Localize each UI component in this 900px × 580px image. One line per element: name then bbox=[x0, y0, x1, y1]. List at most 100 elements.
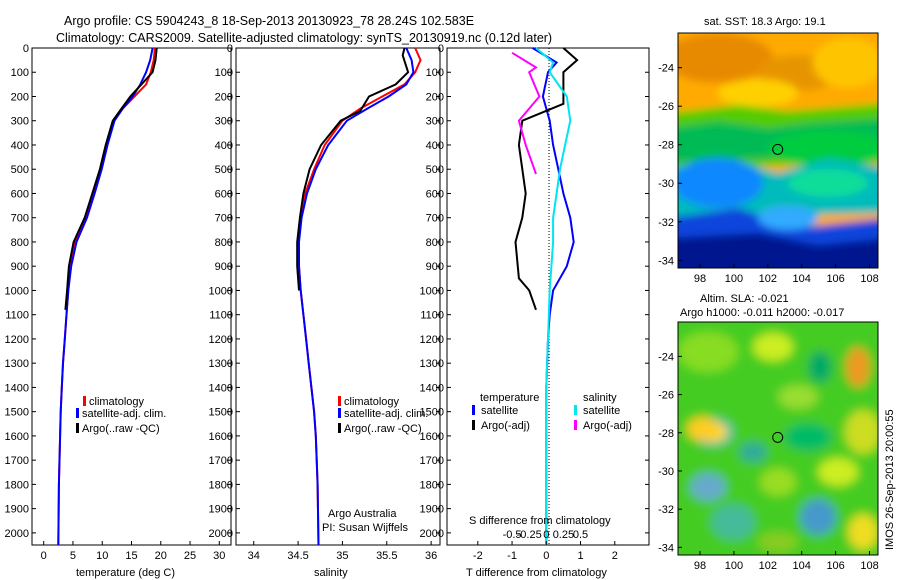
series-line-difference-1 bbox=[514, 47, 579, 311]
y-tick-label: 100 bbox=[426, 67, 444, 79]
y-tick-label: 1400 bbox=[5, 382, 29, 394]
y-tick-label: 1500 bbox=[420, 407, 444, 419]
y-tick-label: 200 bbox=[215, 91, 233, 103]
legend-label-t-argo: Argo(-adj) bbox=[481, 420, 530, 432]
top-x-tick-label: 0 bbox=[543, 529, 549, 541]
map-y-tick-label: -24 bbox=[658, 63, 674, 75]
salinity-axes-frame bbox=[235, 47, 441, 546]
legend-label-argo: Argo(..raw -QC) bbox=[82, 423, 160, 435]
legend-swatch-climatology bbox=[338, 396, 341, 406]
y-tick-label: 500 bbox=[426, 164, 444, 176]
y-tick-label: 1200 bbox=[5, 334, 29, 346]
x-tick-label: 0 bbox=[543, 550, 549, 562]
sla-map-title-line2: Argo h1000: -0.011 h2000: -0.017 bbox=[680, 307, 844, 319]
y-tick-label: 1000 bbox=[420, 285, 444, 297]
map-x-tick-label: 100 bbox=[725, 560, 743, 572]
x-tick-label: 34 bbox=[248, 550, 260, 562]
series-line-difference-3 bbox=[511, 51, 541, 175]
map-y-tick-label: -32 bbox=[658, 504, 674, 516]
sla-map-frame bbox=[677, 321, 879, 556]
temperature-panel: 0 100 200 300 400 500 600 700 800 900 1000 1100 1200… bbox=[5, 43, 232, 579]
top-x-tick-label: 0.25 bbox=[553, 529, 574, 541]
map-y-tick-label: -26 bbox=[658, 390, 674, 402]
series-line-salinity-1 bbox=[298, 47, 415, 546]
y-tick-label: 900 bbox=[426, 261, 444, 273]
y-tick-label: 800 bbox=[11, 237, 29, 249]
sst-map-frame bbox=[677, 32, 879, 269]
sla-map-image bbox=[678, 322, 878, 555]
legend-title-salinity: salinity bbox=[583, 392, 617, 404]
series-line-difference-0 bbox=[532, 47, 575, 545]
map-y-tick-label: -26 bbox=[658, 101, 674, 113]
map-y-tick-label: -24 bbox=[658, 351, 674, 363]
y-tick-label: 1900 bbox=[209, 504, 233, 516]
legend-label-climatology: climatology bbox=[89, 396, 145, 408]
map-x-tick-label: 106 bbox=[826, 273, 844, 285]
y-tick-label: 1200 bbox=[209, 334, 233, 346]
temperature-legend: climatology satellite-adj. clim. Argo(..… bbox=[76, 396, 166, 435]
legend-label-t-satellite: satellite bbox=[481, 405, 518, 417]
sla-map-panel: Altim. SLA: -0.021 Argo h1000: -0.011 h2… bbox=[658, 293, 879, 572]
x-tick-label: 34.5 bbox=[287, 550, 308, 562]
y-tick-label: 600 bbox=[11, 188, 29, 200]
legend-swatch-t-argo bbox=[472, 420, 475, 430]
series-line-difference-2 bbox=[535, 47, 572, 545]
series-line-temperature-0 bbox=[57, 47, 156, 546]
y-tick-label: 1600 bbox=[209, 431, 233, 443]
legend-label-s-satellite: satellite bbox=[583, 405, 620, 417]
y-tick-label: 400 bbox=[426, 140, 444, 152]
y-tick-label: 900 bbox=[11, 261, 29, 273]
sst-map-image bbox=[678, 33, 878, 268]
y-tick-label: 1800 bbox=[209, 479, 233, 491]
y-tick-label: 0 bbox=[23, 43, 29, 55]
legend-swatch-climatology bbox=[83, 396, 86, 406]
map-x-tick-label: 102 bbox=[759, 273, 777, 285]
y-tick-label: 400 bbox=[11, 140, 29, 152]
credit-line2: PI: Susan Wijffels bbox=[322, 522, 408, 534]
x-tick-label: 36 bbox=[425, 550, 437, 562]
y-tick-label: 0 bbox=[438, 43, 444, 55]
x-tick-label: 2 bbox=[612, 550, 618, 562]
y-tick-label: 1700 bbox=[209, 455, 233, 467]
y-tick-label: 1900 bbox=[5, 504, 29, 516]
y-tick-label: 300 bbox=[215, 116, 233, 128]
sst-map-panel: sat. SST: 18.3 Argo: 19.1 bbox=[658, 16, 879, 285]
y-tick-label: 1500 bbox=[209, 407, 233, 419]
y-tick-label: 1400 bbox=[209, 382, 233, 394]
y-tick-label: 1000 bbox=[209, 285, 233, 297]
y-tick-label: 700 bbox=[426, 213, 444, 225]
y-tick-label: 1100 bbox=[209, 310, 233, 322]
figure-title-line1: Argo profile: CS 5904243_8 18-Sep-2013 2… bbox=[64, 14, 474, 28]
y-tick-label: 1500 bbox=[5, 407, 29, 419]
difference-axes-frame bbox=[446, 47, 650, 546]
y-tick-label: 700 bbox=[11, 213, 29, 225]
figure-title-line2: Climatology: CARS2009. Satellite-adjuste… bbox=[56, 31, 552, 45]
timestamp-credit: IMOS 26-Sep-2013 20:00:55 bbox=[884, 409, 896, 550]
map-x-tick-label: 100 bbox=[725, 273, 743, 285]
top-x-tick-label: 0.5 bbox=[573, 529, 588, 541]
y-tick-label: 1300 bbox=[209, 358, 233, 370]
top-x-tick-label: -0.25 bbox=[517, 529, 542, 541]
y-tick-label: 300 bbox=[11, 116, 29, 128]
legend-label-satellite: satellite-adj. clim. bbox=[344, 408, 428, 420]
map-y-tick-label: -34 bbox=[658, 255, 674, 267]
y-tick-label: 2000 bbox=[5, 528, 29, 540]
y-tick-label: 2000 bbox=[420, 528, 444, 540]
y-tick-label: 2000 bbox=[209, 528, 233, 540]
map-x-tick-label: 108 bbox=[860, 560, 878, 572]
x-tick-label: 25 bbox=[184, 550, 196, 562]
map-y-tick-label: -34 bbox=[658, 542, 674, 554]
legend-swatch-satellite bbox=[338, 408, 341, 418]
y-tick-label: 100 bbox=[11, 67, 29, 79]
y-tick-label: 0 bbox=[227, 43, 233, 55]
argo-location-marker bbox=[772, 431, 784, 443]
y-tick-label: 1800 bbox=[5, 479, 29, 491]
y-tick-label: 500 bbox=[215, 164, 233, 176]
legend-swatch-s-satellite bbox=[574, 405, 577, 415]
y-tick-label: 600 bbox=[215, 188, 233, 200]
salinity-legend: climatology satellite-adj. clim. Argo(..… bbox=[338, 396, 428, 435]
map-x-tick-label: 98 bbox=[694, 560, 706, 572]
legend-swatch-t-satellite bbox=[472, 405, 475, 415]
map-y-tick-label: -30 bbox=[658, 466, 674, 478]
y-tick-label: 1900 bbox=[420, 504, 444, 516]
